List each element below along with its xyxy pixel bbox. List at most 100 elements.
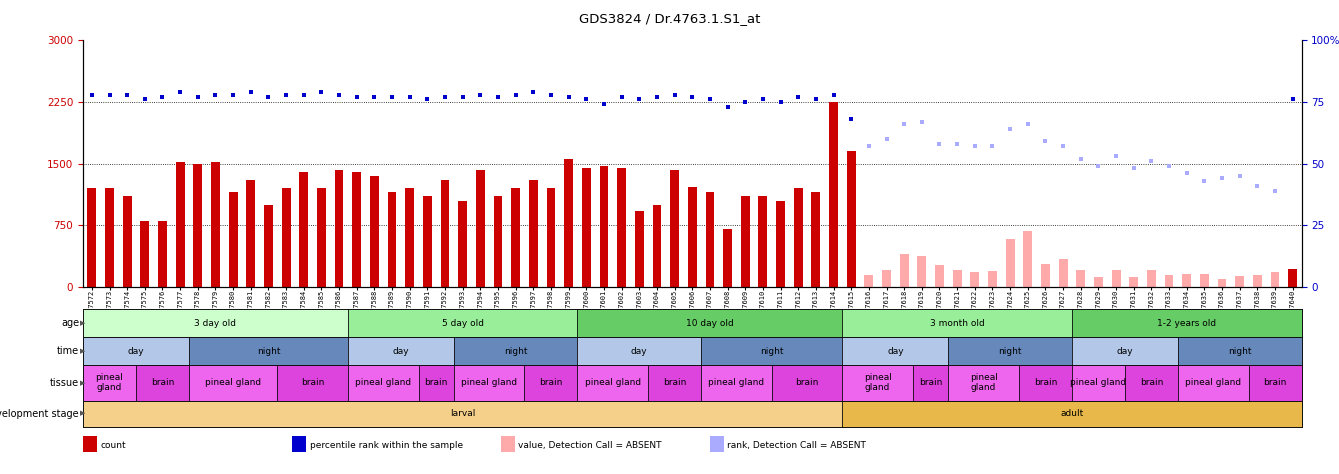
Text: night: night	[503, 347, 528, 356]
Bar	[441, 180, 450, 287]
Text: brain: brain	[1263, 378, 1287, 387]
Text: percentile rank within the sample: percentile rank within the sample	[309, 441, 463, 450]
Text: day: day	[886, 347, 904, 356]
Bar	[348, 337, 454, 365]
Bar	[917, 255, 927, 287]
Bar	[577, 365, 648, 401]
Bar	[794, 188, 802, 287]
Bar	[104, 188, 114, 287]
Text: brain: brain	[795, 378, 818, 387]
Text: day: day	[127, 347, 145, 356]
Bar	[83, 309, 348, 337]
Bar	[1182, 273, 1192, 287]
Bar	[1236, 276, 1244, 287]
Bar	[617, 168, 627, 287]
Bar	[1059, 259, 1067, 287]
Text: pineal gland: pineal gland	[205, 378, 261, 387]
Text: brain: brain	[151, 378, 174, 387]
Text: pineal gland: pineal gland	[355, 378, 411, 387]
Bar	[702, 337, 842, 365]
Text: brain: brain	[1139, 378, 1164, 387]
Text: pineal gland: pineal gland	[708, 378, 765, 387]
Bar	[1073, 309, 1302, 337]
Bar	[281, 188, 291, 287]
Bar	[83, 401, 842, 427]
Bar	[300, 172, 308, 287]
Text: day: day	[1117, 347, 1133, 356]
Bar	[1073, 337, 1178, 365]
Text: pineal gland: pineal gland	[585, 378, 641, 387]
Bar	[582, 168, 590, 287]
Bar	[865, 275, 873, 287]
Text: pineal gland: pineal gland	[1070, 378, 1126, 387]
Bar	[189, 365, 277, 401]
Bar	[948, 337, 1073, 365]
Text: day: day	[631, 347, 648, 356]
Bar	[564, 159, 573, 287]
Bar	[529, 180, 538, 287]
Text: brain: brain	[919, 378, 943, 387]
Bar	[842, 365, 913, 401]
Bar	[525, 365, 577, 401]
Bar	[458, 201, 467, 287]
Text: brain: brain	[424, 378, 447, 387]
Bar	[577, 309, 842, 337]
Bar	[175, 162, 185, 287]
Bar	[1178, 365, 1248, 401]
Text: brain: brain	[301, 378, 324, 387]
Text: day: day	[392, 347, 410, 356]
Bar	[648, 365, 702, 401]
Text: night: night	[257, 347, 280, 356]
Bar	[335, 170, 344, 287]
Text: brain: brain	[540, 378, 562, 387]
Bar	[83, 337, 189, 365]
Bar	[1019, 365, 1073, 401]
Bar	[1248, 365, 1302, 401]
Bar	[948, 365, 1019, 401]
Bar	[1148, 270, 1156, 287]
Bar	[494, 196, 502, 287]
Bar	[935, 265, 944, 287]
Bar	[900, 254, 909, 287]
Text: ▶: ▶	[80, 410, 86, 417]
Bar	[1040, 264, 1050, 287]
Text: brain: brain	[1034, 378, 1056, 387]
Bar	[577, 337, 702, 365]
Bar	[953, 270, 961, 287]
Text: count: count	[100, 441, 126, 450]
Bar	[811, 192, 821, 287]
Bar	[388, 192, 396, 287]
Bar	[1165, 275, 1173, 287]
Text: pineal
gland: pineal gland	[969, 373, 998, 392]
Text: pineal gland: pineal gland	[461, 378, 517, 387]
Bar	[652, 205, 661, 287]
Bar	[1217, 279, 1227, 287]
Bar	[913, 365, 948, 401]
Bar	[600, 166, 608, 287]
Bar	[212, 162, 220, 287]
Text: adult: adult	[1060, 409, 1083, 418]
Bar	[846, 151, 856, 287]
Bar	[83, 365, 137, 401]
Bar	[246, 180, 256, 287]
Bar	[710, 436, 724, 452]
Text: tissue: tissue	[50, 378, 79, 388]
Text: 5 day old: 5 day old	[442, 319, 483, 328]
Bar	[475, 170, 485, 287]
Bar	[1094, 277, 1103, 287]
Bar	[352, 172, 362, 287]
Bar	[1111, 270, 1121, 287]
Bar	[511, 188, 520, 287]
Bar	[777, 201, 785, 287]
Bar	[971, 272, 979, 287]
Bar	[454, 365, 525, 401]
Text: ▶: ▶	[80, 320, 86, 326]
Bar	[348, 309, 577, 337]
Bar	[292, 436, 307, 452]
Bar	[988, 271, 996, 287]
Bar	[370, 176, 379, 287]
Bar	[141, 221, 149, 287]
Bar	[87, 188, 96, 287]
Bar	[771, 365, 842, 401]
Bar	[1271, 272, 1280, 287]
